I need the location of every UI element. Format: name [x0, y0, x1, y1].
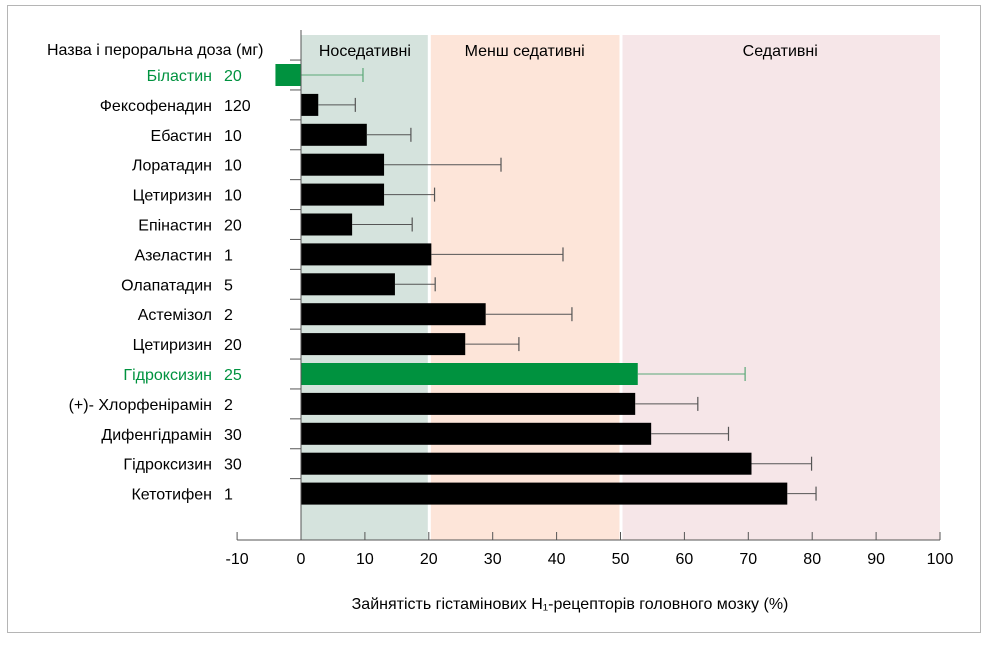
bar [301, 123, 367, 146]
drug-name-label: Гідроксизин [123, 457, 212, 474]
bar [301, 183, 385, 206]
data-row: Лоратадин 10 [132, 149, 502, 176]
x-tick-label: 60 [676, 551, 694, 568]
bar [275, 64, 301, 86]
bar [301, 452, 752, 475]
zone-label: Носедативні [319, 43, 411, 60]
data-row: Фексофенадин 120 [100, 89, 356, 116]
drug-name-label: Азеластин [134, 247, 212, 264]
data-row: Гідроксизин 30 [123, 448, 813, 475]
x-tick-label: -10 [226, 551, 249, 568]
drug-name-label: Біластин [147, 68, 212, 85]
x-axis-label: Зайнятість гістамінових H₁-рецепторів го… [352, 596, 789, 613]
dose-label: 2 [224, 307, 233, 324]
bar [301, 392, 636, 415]
bar [301, 243, 432, 266]
dose-label: 10 [224, 188, 242, 205]
zone-label: Менш седативні [465, 43, 585, 60]
drug-name-label: Астемізол [138, 307, 212, 324]
drug-name-label: Фексофенадин [100, 98, 212, 115]
drug-name-label: Дифенгідрамін [101, 427, 212, 444]
bar [301, 422, 652, 445]
x-tick-label: 0 [297, 551, 306, 568]
dose-label: 25 [224, 367, 242, 384]
drug-name-label: (+)- Хлорфенірамін [69, 397, 212, 414]
zone-label: Седативні [743, 43, 818, 60]
drug-name-label: Ебастин [151, 128, 212, 145]
dose-label: 20 [224, 337, 242, 354]
data-row: Епінастин 20 [138, 209, 413, 236]
x-tick-label: 90 [867, 551, 885, 568]
bar [301, 363, 638, 385]
x-tick-label: 20 [420, 551, 438, 568]
dose-label: 120 [224, 98, 251, 115]
data-row: Дифенгідрамін 30 [101, 418, 730, 445]
bar [301, 303, 486, 326]
dose-label: 30 [224, 457, 242, 474]
bar [301, 482, 788, 505]
drug-name-label: Епінастин [138, 218, 212, 235]
row-header: Назва і пероральна доза (мг) [47, 42, 264, 59]
data-row: Цетиризин 20 [133, 328, 520, 356]
dose-label: 1 [224, 487, 233, 504]
dose-label: 10 [224, 128, 242, 145]
bar [301, 273, 395, 296]
data-row: Астемізол 2 [138, 298, 573, 326]
drug-name-label: Кетотифен [131, 487, 212, 504]
data-row: Гідроксизин 25 [123, 358, 746, 385]
drug-name-label: Олапатадин [121, 277, 212, 294]
dose-label: 30 [224, 427, 242, 444]
data-row: Олапатадин 5 [121, 268, 436, 296]
x-tick-label: 70 [739, 551, 757, 568]
bar [301, 153, 385, 176]
x-tick-label: 10 [356, 551, 374, 568]
x-tick-label: 50 [612, 551, 630, 568]
x-tick-label: 40 [548, 551, 566, 568]
drug-name-label: Цетиризин [133, 188, 212, 205]
x-tick-label: 100 [927, 551, 954, 568]
bar [301, 93, 319, 116]
drug-name-label: Гідроксизин [123, 367, 212, 384]
bar [301, 333, 466, 356]
dose-label: 20 [224, 68, 242, 85]
x-tick-label: 80 [803, 551, 821, 568]
data-row: Ебастин 10 [151, 119, 412, 146]
drug-name-label: Цетиризин [133, 337, 212, 354]
dose-label: 10 [224, 158, 242, 175]
dose-label: 2 [224, 397, 233, 414]
data-row: Біластин 20 [147, 59, 364, 86]
dose-label: 1 [224, 247, 233, 264]
bar [301, 213, 353, 236]
data-row: Азеластин 1 [134, 238, 564, 266]
data-row: Кетотифен 1 [131, 478, 817, 505]
x-tick-label: 30 [484, 551, 502, 568]
dose-label: 5 [224, 277, 233, 294]
drug-name-label: Лоратадин [132, 158, 212, 175]
data-row: Цетиризин 10 [133, 179, 436, 206]
dose-label: 20 [224, 218, 242, 235]
data-row: (+)- Хлорфенірамін 2 [69, 388, 699, 415]
